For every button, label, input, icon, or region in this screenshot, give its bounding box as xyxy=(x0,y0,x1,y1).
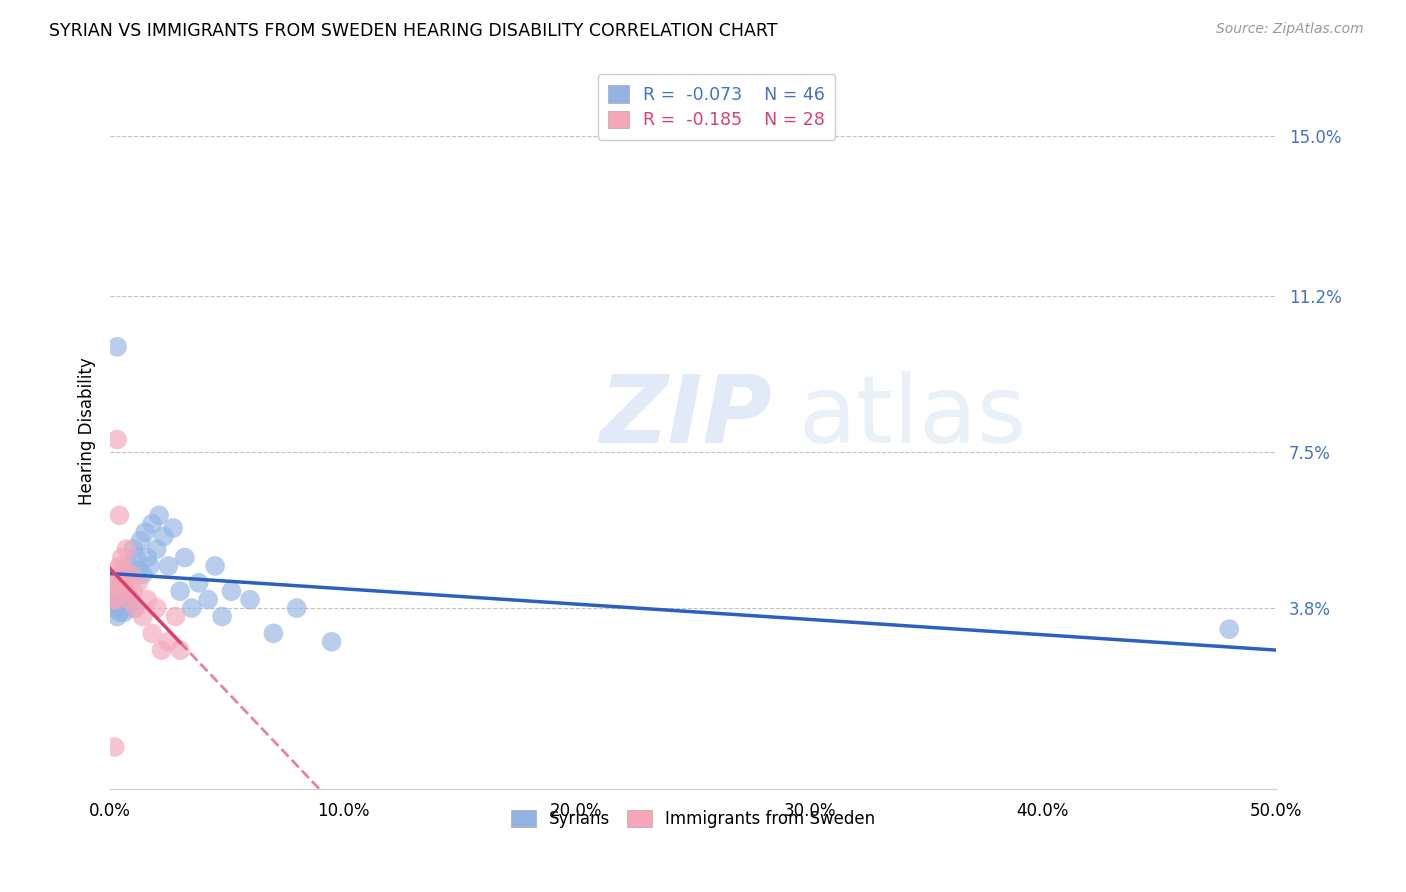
Text: atlas: atlas xyxy=(799,371,1026,463)
Text: SYRIAN VS IMMIGRANTS FROM SWEDEN HEARING DISABILITY CORRELATION CHART: SYRIAN VS IMMIGRANTS FROM SWEDEN HEARING… xyxy=(49,22,778,40)
Point xyxy=(262,626,284,640)
Point xyxy=(180,601,202,615)
Point xyxy=(141,626,163,640)
Point xyxy=(104,740,127,755)
Point xyxy=(127,563,149,577)
Point xyxy=(139,558,162,573)
Point xyxy=(112,584,135,599)
Point xyxy=(108,572,131,586)
Point xyxy=(132,567,155,582)
Point xyxy=(111,580,134,594)
Point xyxy=(120,592,142,607)
Point xyxy=(136,550,159,565)
Point xyxy=(111,592,134,607)
Point xyxy=(108,605,131,619)
Point xyxy=(105,597,128,611)
Point xyxy=(105,563,128,577)
Point xyxy=(108,589,131,603)
Point xyxy=(134,525,156,540)
Point xyxy=(165,609,187,624)
Point xyxy=(157,558,180,573)
Point xyxy=(152,529,174,543)
Point xyxy=(105,433,128,447)
Point xyxy=(118,592,141,607)
Point xyxy=(169,584,191,599)
Text: Source: ZipAtlas.com: Source: ZipAtlas.com xyxy=(1216,22,1364,37)
Point xyxy=(173,550,195,565)
Point xyxy=(111,575,134,590)
Point xyxy=(104,575,127,590)
Point xyxy=(211,609,233,624)
Point xyxy=(122,584,145,599)
Point xyxy=(111,601,134,615)
Point xyxy=(285,601,308,615)
Point xyxy=(127,575,149,590)
Point xyxy=(129,533,152,548)
Point xyxy=(122,542,145,557)
Point xyxy=(150,643,173,657)
Point xyxy=(118,589,141,603)
Point xyxy=(125,601,148,615)
Point xyxy=(197,592,219,607)
Point xyxy=(141,516,163,531)
Point xyxy=(112,563,135,577)
Point xyxy=(108,508,131,523)
Point xyxy=(162,521,184,535)
Point xyxy=(108,558,131,573)
Point xyxy=(125,550,148,565)
Point xyxy=(111,550,134,565)
Point xyxy=(120,567,142,582)
Point xyxy=(105,340,128,354)
Point xyxy=(101,592,124,607)
Y-axis label: Hearing Disability: Hearing Disability xyxy=(79,357,96,505)
Point xyxy=(221,584,243,599)
Legend: Syrians, Immigrants from Sweden: Syrians, Immigrants from Sweden xyxy=(503,803,882,835)
Point xyxy=(104,601,127,615)
Point xyxy=(132,609,155,624)
Point xyxy=(1218,622,1240,636)
Point xyxy=(115,542,138,557)
Point xyxy=(101,592,124,607)
Point xyxy=(112,580,135,594)
Point xyxy=(115,567,138,582)
Point xyxy=(104,592,127,607)
Point xyxy=(112,605,135,619)
Point xyxy=(146,542,169,557)
Point xyxy=(239,592,262,607)
Point xyxy=(169,643,191,657)
Point xyxy=(136,592,159,607)
Point xyxy=(146,601,169,615)
Text: ZIP: ZIP xyxy=(600,371,773,463)
Point xyxy=(104,584,127,599)
Point xyxy=(122,601,145,615)
Point xyxy=(105,580,128,594)
Point xyxy=(118,558,141,573)
Point xyxy=(187,575,209,590)
Point xyxy=(157,634,180,648)
Point xyxy=(321,634,343,648)
Point xyxy=(105,609,128,624)
Point xyxy=(115,597,138,611)
Point xyxy=(148,508,170,523)
Point xyxy=(204,558,226,573)
